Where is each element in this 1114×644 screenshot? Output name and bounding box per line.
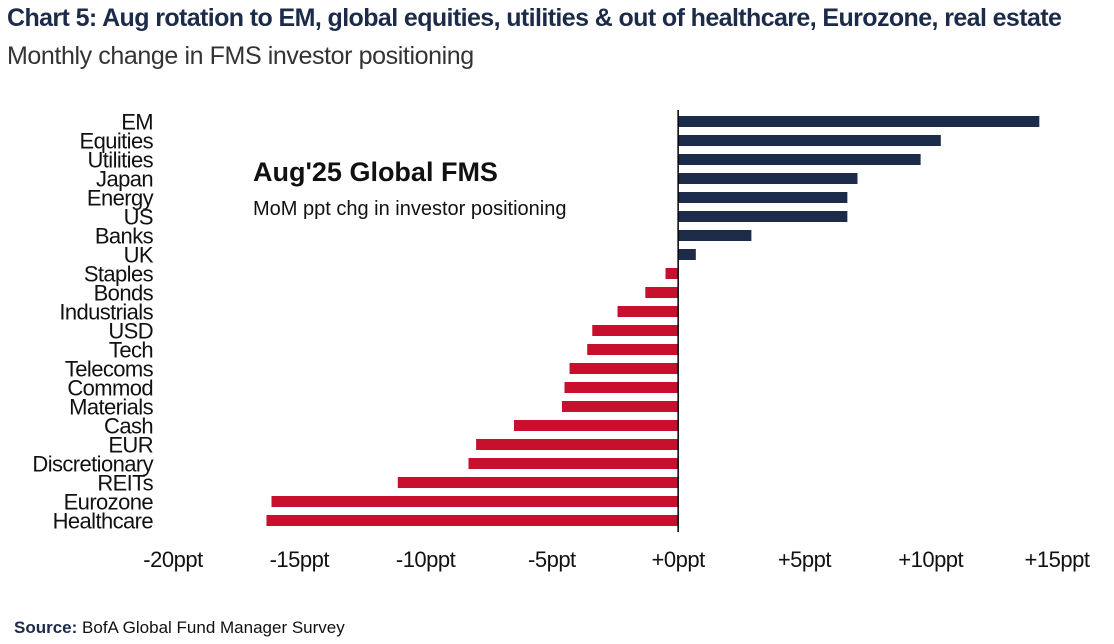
category-label: EUR [108,433,153,458]
bar-discretionary [468,458,679,469]
category-label: UK [124,243,154,268]
x-tick-label: -5ppt [528,547,576,572]
category-label: Japan [96,167,153,192]
bar-reits [397,477,679,488]
category-label: Banks [95,224,154,249]
bar-commod [564,382,679,393]
category-label: US [124,205,153,230]
bar-energy [678,192,848,203]
x-tick-label: -15ppt [270,547,330,572]
bar-staples [665,268,679,279]
category-label: Discretionary [32,452,153,477]
bars-layer [266,116,1040,526]
x-tick-label: -10ppt [396,547,456,572]
category-label: USD [108,319,153,344]
x-tick-label: +0ppt [652,547,706,572]
category-labels-layer: EMEquitiesUtilitiesJapanEnergyUSBanksUKS… [32,110,154,534]
category-label: Commod [67,376,153,401]
bar-cash [513,420,679,431]
category-label: Bonds [94,281,154,306]
category-label: EM [121,110,153,135]
bar-industrials [617,306,679,317]
category-label: Eurozone [64,490,154,515]
category-label: Staples [84,262,154,287]
bar-em [678,116,1040,127]
bar-chart: EMEquitiesUtilitiesJapanEnergyUSBanksUKS… [32,110,1090,573]
chart-subtitle: Monthly change in FMS investor positioni… [7,42,474,70]
bar-japan [678,173,858,184]
category-label: Utilities [88,148,154,173]
inset-title: Aug'25 Global FMS [253,157,498,187]
x-tick-label: -20ppt [143,547,203,572]
x-tick-label: +10ppt [898,547,963,572]
x-tick-label: +5ppt [778,547,832,572]
bar-telecoms [569,363,679,374]
bar-bonds [645,287,679,298]
bar-materials [561,401,679,412]
bar-usd [592,325,679,336]
bar-eurozone [271,496,679,507]
inset-subtitle: MoM ppt chg in investor positioning [253,198,567,220]
category-label: Equities [80,129,154,154]
bar-us [678,211,848,222]
source-text: BofA Global Fund Manager Survey [82,618,345,637]
category-label: Energy [87,186,154,211]
bar-healthcare [266,515,679,526]
chart-title: Chart 5: Aug rotation to EM, global equi… [7,4,1062,32]
category-label: Cash [104,414,153,439]
source-label: Source: [14,618,78,637]
category-label: REITs [97,471,153,496]
source-note: Source: BofA Global Fund Manager Survey [14,618,345,638]
tick-labels-layer: -20ppt -15ppt -10ppt -5ppt +0ppt +5ppt +10ppt +… [143,547,1090,572]
category-label: Tech [109,338,153,363]
bar-uk [678,249,696,260]
bar-eur [476,439,679,450]
category-label: Telecoms [65,357,154,382]
category-label: Healthcare [53,509,154,534]
bar-equities [678,135,941,146]
bar-tech [587,344,679,355]
bar-banks [678,230,752,241]
x-tick-label: +15ppt [1025,547,1090,572]
category-label: Industrials [59,300,153,325]
bar-utilities [678,154,921,165]
category-label: Materials [69,395,153,420]
